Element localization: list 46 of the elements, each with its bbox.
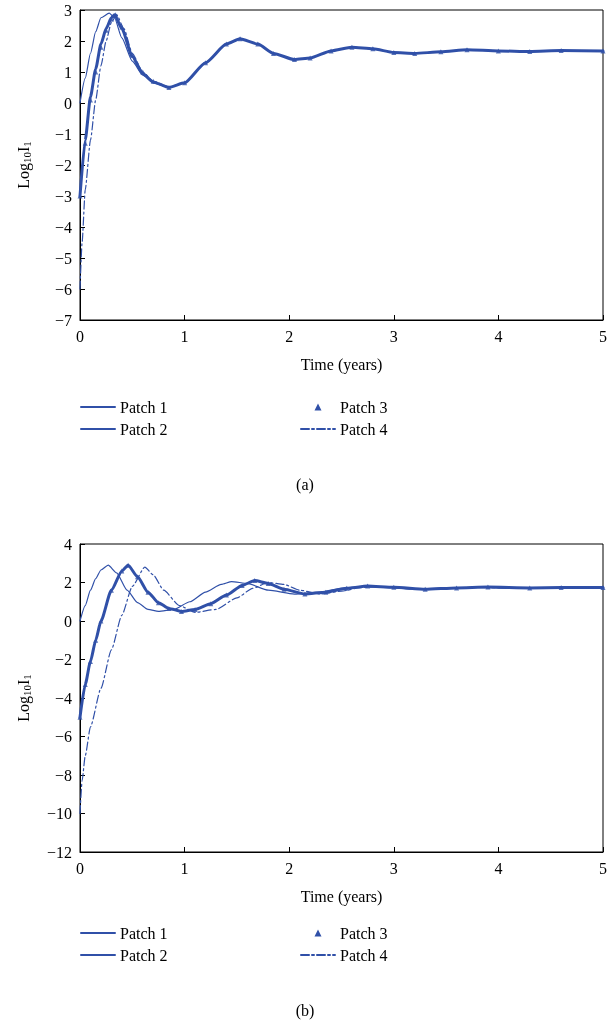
- y-tick-label: 0: [64, 612, 72, 630]
- x-tick-label: 5: [599, 327, 607, 345]
- x-tick-label: 2: [285, 859, 294, 877]
- x-tick-label: 1: [180, 859, 189, 877]
- x-tick-label: 4: [494, 327, 503, 345]
- y-tick-label: −2: [54, 651, 72, 668]
- x-axis-title: Time (years): [300, 887, 383, 906]
- legend-label: Patch 4: [340, 946, 388, 964]
- y-tick-label: −1: [54, 125, 72, 143]
- y-axis-title: Log10I1: [15, 674, 33, 722]
- legend-label: Patch 2: [120, 946, 168, 964]
- x-tick-label: 1: [180, 327, 189, 345]
- text: (b): [295, 1001, 315, 1020]
- legend-label: Patch 1: [120, 924, 168, 942]
- y-tick-label: −2: [54, 156, 72, 174]
- y-tick-label: −7: [54, 311, 72, 329]
- legend-label: Patch 2: [120, 420, 168, 438]
- legend-label: Patch 3: [340, 398, 388, 416]
- y-tick-label: 2: [64, 574, 72, 591]
- y-tick-label: −4: [54, 689, 72, 707]
- x-axis-title: Time (years): [300, 355, 383, 374]
- legend-label: Patch 1: [120, 398, 168, 416]
- y-tick-label: −6: [54, 728, 72, 745]
- x-tick-label: 3: [389, 327, 398, 345]
- x-tick-label: 0: [76, 859, 84, 877]
- y-tick-label: 1: [64, 63, 72, 81]
- y-tick-label: 3: [64, 1, 72, 19]
- x-tick-label: 5: [599, 859, 607, 877]
- y-tick-label: −12: [46, 843, 72, 861]
- y-tick-label: −4: [54, 218, 72, 236]
- y-tick-label: 2: [64, 32, 72, 50]
- y-axis-title: Log10I1: [15, 141, 33, 189]
- legend-label: Patch 4: [340, 420, 388, 438]
- y-tick-label: −5: [54, 249, 72, 267]
- text: (a): [296, 475, 314, 494]
- x-tick-label: 3: [389, 859, 398, 877]
- x-tick-label: 4: [494, 859, 503, 877]
- y-tick-label: −10: [46, 805, 72, 822]
- legend-label: Patch 3: [340, 924, 388, 942]
- y-tick-label: 0: [64, 94, 72, 112]
- y-tick-label: −8: [54, 766, 72, 784]
- x-tick-label: 2: [285, 327, 294, 345]
- y-tick-label: −6: [54, 280, 72, 298]
- x-tick-label: 0: [76, 327, 84, 345]
- y-tick-label: 4: [64, 535, 72, 553]
- y-tick-label: −3: [54, 187, 72, 205]
